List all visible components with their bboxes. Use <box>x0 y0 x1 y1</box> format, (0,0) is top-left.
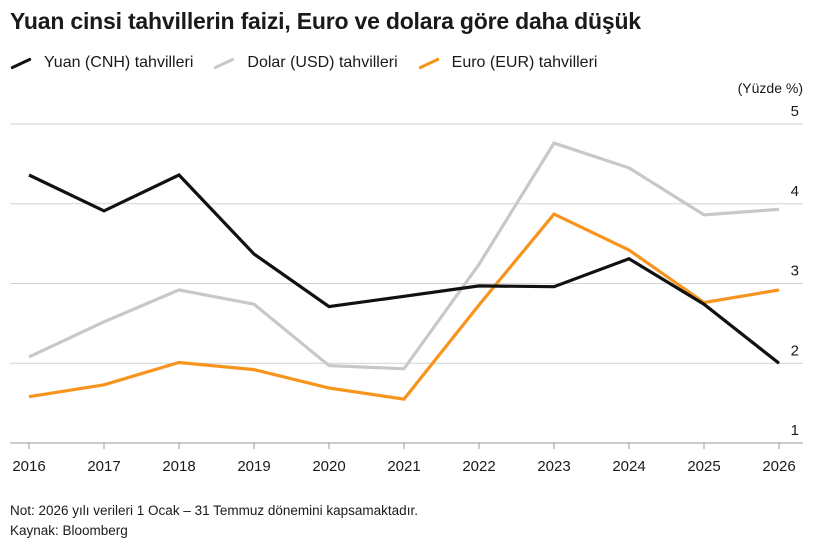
y-unit-label: (Yüzde %) <box>738 80 803 96</box>
series-lines <box>28 141 780 401</box>
x-tick-label-2026: 2026 <box>762 458 795 475</box>
footnote-note: Not: 2026 yılı verileri 1 Ocak – 31 Temm… <box>10 503 418 518</box>
x-tick-label-2021: 2021 <box>387 458 420 475</box>
legend-item-usd: Dolar (USD) tahvilleri <box>213 54 398 72</box>
x-tick-label-2018: 2018 <box>162 458 195 475</box>
footnote-source: Kaynak: Bloomberg <box>10 523 128 538</box>
chart-title: Yuan cinsi tahvillerin faizi, Euro ve do… <box>10 8 641 34</box>
y-tick-label-1: 1 <box>791 422 799 439</box>
x-tick-label-2025: 2025 <box>687 458 720 475</box>
series-line-cnh <box>28 173 780 365</box>
legend-item-cnh: Yuan (CNH) tahvilleri <box>10 54 193 72</box>
x-tick-label-2016: 2016 <box>12 458 45 475</box>
x-tick-label-2017: 2017 <box>87 458 120 475</box>
x-tick-label-2019: 2019 <box>237 458 270 475</box>
series-line-usd <box>28 141 780 371</box>
series-line-eur <box>28 212 780 401</box>
legend-label-cnh: Yuan (CNH) tahvilleri <box>44 54 194 71</box>
y-tick-label-4: 4 <box>791 183 799 200</box>
y-tick-label-5: 5 <box>791 103 799 120</box>
y-tick-label-2: 2 <box>791 342 799 359</box>
x-axis: 2016 2017 2018 2019 2020 2021 2022 2023 2024 2025… <box>12 443 796 475</box>
legend-item-eur: Euro (EUR) tahvilleri <box>418 54 598 72</box>
grid: 1 2 3 4 5 <box>10 103 803 444</box>
x-tick-label-2022: 2022 <box>462 458 495 475</box>
y-tick-label-3: 3 <box>791 263 799 280</box>
legend-label-eur: Euro (EUR) tahvilleri <box>451 54 598 71</box>
x-tick-label-2024: 2024 <box>612 458 645 475</box>
x-tick-label-2023: 2023 <box>537 458 570 475</box>
x-tick-label-2020: 2020 <box>312 458 345 475</box>
legend-label-usd: Dolar (USD) tahvilleri <box>247 54 398 71</box>
footnote: Not: 2026 yılı verileri 1 Ocak – 31 Temm… <box>10 501 418 541</box>
legend: Yuan (CNH) tahvilleri Dolar (USD) tahvil… <box>10 50 617 76</box>
